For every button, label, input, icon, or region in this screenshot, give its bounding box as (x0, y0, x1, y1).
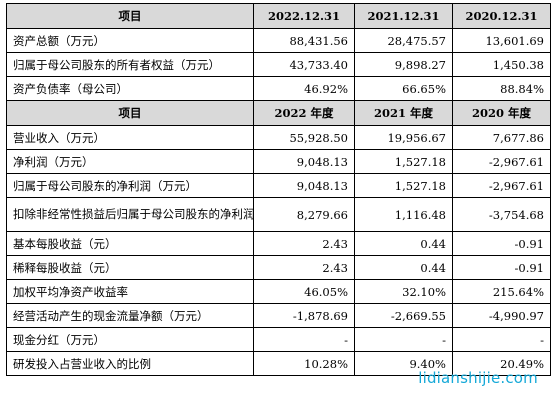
row-label: 归属于母公司股东的净利润（万元） (6, 173, 254, 198)
cell-value: -1,878.69 (253, 303, 355, 328)
cell-value: -3,754.68 (452, 197, 551, 232)
row-label: 现金分红（万元） (6, 327, 254, 352)
table-row: 经营活动产生的现金流量净额（万元） -1,878.69 -2,669.55 -4… (6, 303, 551, 328)
cell-value: 9,898.27 (354, 52, 453, 77)
cell-value: 0.44 (354, 255, 453, 280)
row-label: 稀释每股收益（元） (6, 255, 254, 280)
cell-value: 28,475.57 (354, 28, 453, 53)
cell-value: 8,279.66 (253, 197, 355, 232)
watermark-text: lidianshijie.com (418, 369, 538, 387)
header-2020: 2020 年度 (452, 100, 551, 126)
cell-value: -4,990.97 (452, 303, 551, 328)
header-item: 项目 (6, 100, 254, 126)
cell-value: 55,928.50 (253, 125, 355, 150)
table-row: 资产总额（万元） 88,431.56 28,475.57 13,601.69 (6, 28, 551, 53)
header-2021: 2021.12.31 (354, 3, 453, 29)
cell-value: 9,048.13 (253, 149, 355, 174)
table-header-row: 项目 2022 年度 2021 年度 2020 年度 (6, 100, 551, 126)
header-item: 项目 (6, 3, 254, 29)
header-2022: 2022 年度 (253, 100, 355, 126)
cell-value: 46.05% (253, 279, 355, 304)
cell-value: 7,677.86 (452, 125, 551, 150)
cell-value: -2,967.61 (452, 149, 551, 174)
row-label: 净利润（万元） (6, 149, 254, 174)
cell-value: 10.28% (253, 351, 355, 376)
cell-value: - (452, 327, 551, 352)
cell-value: 66.65% (354, 76, 453, 101)
row-label: 扣除非经常性损益后归属于母公司股东的净利润（万元） (6, 197, 254, 232)
cell-value: 88,431.56 (253, 28, 355, 53)
table-row: 营业收入（万元） 55,928.50 19,956.67 7,677.86 (6, 125, 551, 150)
table-row: 净利润（万元） 9,048.13 1,527.18 -2,967.61 (6, 149, 551, 174)
cell-value: 46.92% (253, 76, 355, 101)
cell-value: 1,450.38 (452, 52, 551, 77)
table-row: 现金分红（万元） - - - (6, 327, 551, 352)
table-row: 稀释每股收益（元） 2.43 0.44 -0.91 (6, 255, 551, 280)
row-label: 加权平均净资产收益率 (6, 279, 254, 304)
cell-value: 20.49% (452, 351, 551, 376)
cell-value: 215.64% (452, 279, 551, 304)
cell-value: -0.91 (452, 231, 551, 256)
row-label: 资产总额（万元） (6, 28, 254, 53)
cell-value: 9,048.13 (253, 173, 355, 198)
cell-value: -2,967.61 (452, 173, 551, 198)
row-label: 资产负债率（母公司） (6, 76, 254, 101)
row-label: 研发投入占营业收入的比例 (6, 351, 254, 376)
header-2022: 2022.12.31 (253, 3, 355, 29)
cell-value: 43,733.40 (253, 52, 355, 77)
row-label: 营业收入（万元） (6, 125, 254, 150)
cell-value: 0.44 (354, 231, 453, 256)
financial-table: 项目 2022.12.31 2021.12.31 2020.12.31 资产总额… (6, 3, 551, 376)
cell-value: 88.84% (452, 76, 551, 101)
row-label: 归属于母公司股东的所有者权益（万元） (6, 52, 254, 77)
table-row: 归属于母公司股东的所有者权益（万元） 43,733.40 9,898.27 1,… (6, 52, 551, 77)
cell-value: 13,601.69 (452, 28, 551, 53)
cell-value: - (253, 327, 355, 352)
table-row: 扣除非经常性损益后归属于母公司股东的净利润（万元） 8,279.66 1,116… (6, 197, 551, 232)
table-row: 研发投入占营业收入的比例 10.28% 9.40% 20.49% (6, 351, 551, 376)
table-row: 加权平均净资产收益率 46.05% 32.10% 215.64% (6, 279, 551, 304)
cell-value: 2.43 (253, 231, 355, 256)
header-2020: 2020.12.31 (452, 3, 551, 29)
cell-value: - (354, 327, 453, 352)
row-label: 基本每股收益（元） (6, 231, 254, 256)
cell-value: -2,669.55 (354, 303, 453, 328)
cell-value: 1,116.48 (354, 197, 453, 232)
table-row: 基本每股收益（元） 2.43 0.44 -0.91 (6, 231, 551, 256)
cell-value: 1,527.18 (354, 173, 453, 198)
row-label: 经营活动产生的现金流量净额（万元） (6, 303, 254, 328)
header-2021: 2021 年度 (354, 100, 453, 126)
cell-value: 32.10% (354, 279, 453, 304)
cell-value: 1,527.18 (354, 149, 453, 174)
table-header-row: 项目 2022.12.31 2021.12.31 2020.12.31 (6, 3, 551, 29)
table-row: 归属于母公司股东的净利润（万元） 9,048.13 1,527.18 -2,96… (6, 173, 551, 198)
cell-value: -0.91 (452, 255, 551, 280)
table-row: 资产负债率（母公司） 46.92% 66.65% 88.84% (6, 76, 551, 101)
cell-value: 19,956.67 (354, 125, 453, 150)
cell-value: 2.43 (253, 255, 355, 280)
